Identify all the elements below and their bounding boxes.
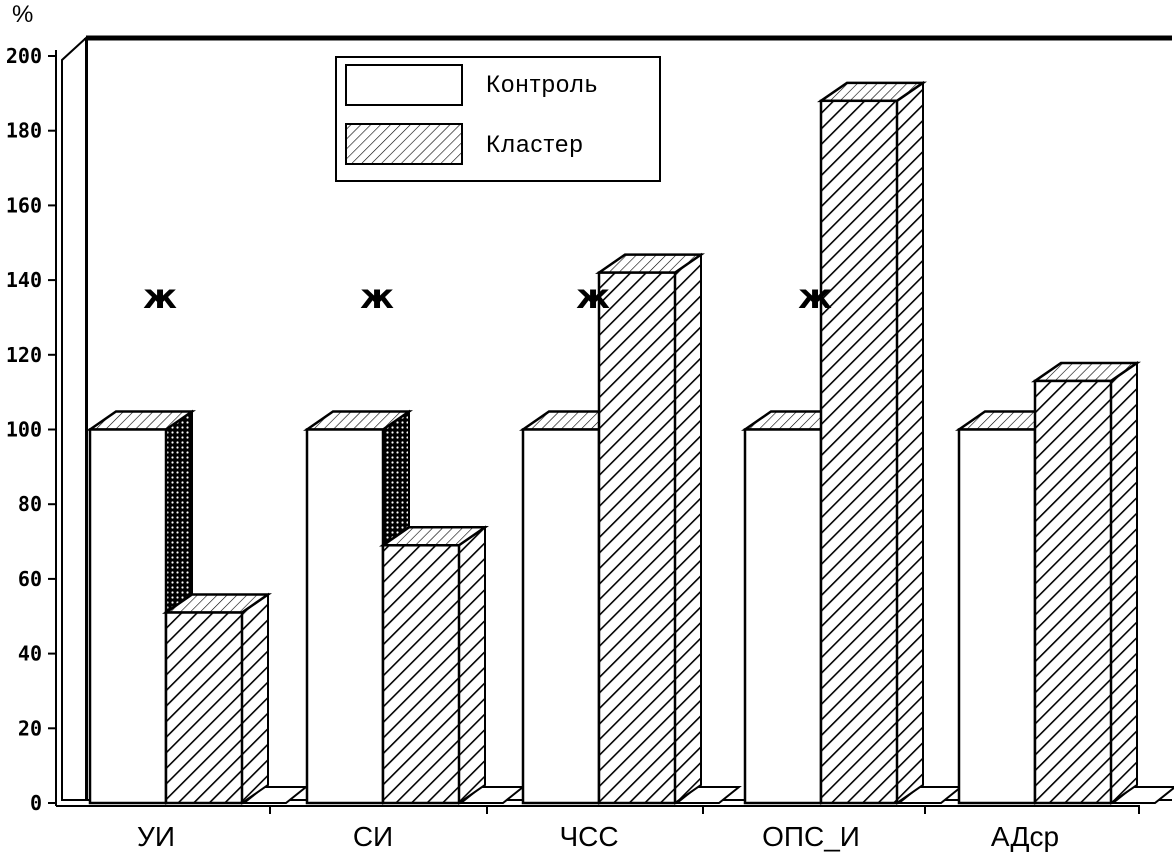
bar-side [1110, 361, 1138, 805]
bar-front [305, 428, 385, 805]
y-axis: 0 20 40 60 80 100 120 140 160 180 200 [6, 44, 1140, 815]
legend-label-control: Контроль [486, 71, 598, 98]
y-tick-label: 100 [6, 418, 42, 442]
y-unit-label: % [12, 1, 33, 28]
legend: Контроль Кластер [335, 56, 661, 182]
significance-star: ж [576, 277, 610, 317]
y-tick-label: 160 [6, 193, 42, 217]
bar-side [896, 80, 924, 805]
bar-cluster-4 [1030, 361, 1142, 805]
x-axis: УИ СИ ЧСС ОПС_И АДср [137, 806, 1140, 852]
y-tick-label: 0 [30, 791, 42, 815]
bar-side [241, 592, 269, 805]
bar-front [743, 428, 823, 805]
bar-front [381, 544, 461, 805]
legend-swatch-cluster [345, 123, 463, 165]
bar-front [521, 428, 601, 805]
significance-star: ж [143, 277, 177, 317]
y-tick-label: 180 [6, 119, 42, 143]
bar-front [819, 99, 899, 805]
legend-label-cluster: Кластер [486, 131, 584, 158]
bar-side [458, 525, 486, 805]
x-tick-label: АДср [991, 821, 1059, 852]
y-tick-label: 80 [18, 492, 42, 516]
y-tick-label: 40 [18, 642, 42, 666]
bar-cluster-2 [594, 252, 706, 805]
bar-cluster-1 [378, 525, 490, 805]
legend-swatch-control [345, 64, 463, 106]
bar-front [88, 428, 168, 805]
bar-front [164, 611, 244, 805]
y-tick-label: 60 [18, 567, 42, 591]
y-tick-label: 120 [6, 343, 42, 367]
bar-cluster-3 [816, 80, 928, 805]
y-tick-label: 200 [6, 44, 42, 68]
bar-front [957, 428, 1037, 805]
bar-cluster-0 [161, 592, 273, 805]
significance-star: ж [360, 277, 394, 317]
bar-side [674, 252, 702, 805]
bars [85, 80, 1142, 805]
y-tick-label: 140 [6, 268, 42, 292]
x-tick-label: СИ [353, 821, 393, 852]
significance-star: ж [798, 277, 832, 317]
x-tick-label: ОПС_И [762, 821, 860, 852]
x-tick-label: УИ [137, 821, 175, 852]
bar-front [1033, 379, 1113, 805]
x-tick-label: ЧСС [559, 821, 618, 852]
y-tick-label: 20 [18, 716, 42, 740]
bar-front [597, 271, 677, 805]
